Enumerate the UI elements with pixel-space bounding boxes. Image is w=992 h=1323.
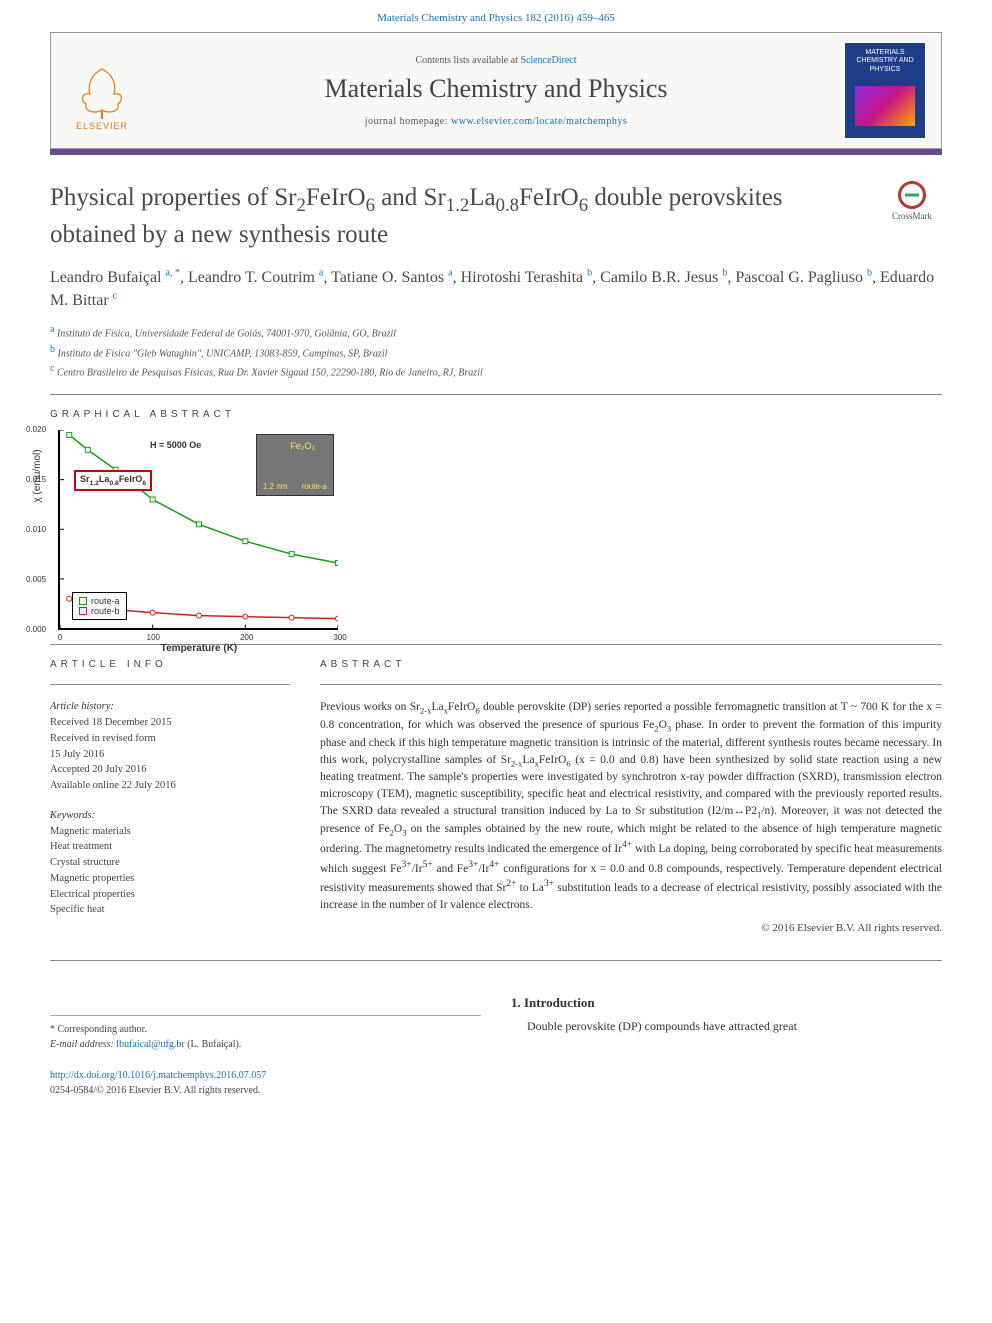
ga-ytick: 0.015 xyxy=(26,475,46,484)
divider xyxy=(50,684,290,685)
doi-link[interactable]: http://dx.doi.org/10.1016/j.matchemphys.… xyxy=(50,1070,266,1081)
divider xyxy=(50,394,942,395)
ga-chart: χ (emu/mol) Temperature (K) H = 5000 Oe … xyxy=(58,430,338,630)
divider xyxy=(320,684,942,685)
publisher-logo-block: ELSEVIER xyxy=(67,51,147,131)
keywords-list: Magnetic materialsHeat treatmentCrystal … xyxy=(50,824,290,919)
article-history: Received 18 December 2015Received in rev… xyxy=(50,715,290,794)
ga-legend: route-aroute-b xyxy=(72,592,127,620)
article-info-label: ARTICLE INFO xyxy=(50,659,290,670)
author-list: Leandro Bufaiçal a, *, Leandro T. Coutri… xyxy=(50,266,942,312)
article-title: Physical properties of Sr2FeIrO6 and Sr1… xyxy=(50,181,862,252)
crossmark-badge[interactable]: CrossMark xyxy=(882,181,942,221)
ga-xtick: 100 xyxy=(147,633,160,642)
ga-compound-label: Sr1.2La0.8FeIrO6 xyxy=(74,470,152,491)
corresp-email-link[interactable]: lbufaical@ufg.br xyxy=(116,1039,184,1050)
ga-tem-label: Fe₂O₃ xyxy=(290,441,315,451)
ga-tem-inset: Fe₂O₃ 1.2 nm route-a xyxy=(256,434,334,496)
corresp-label: * Corresponding author. xyxy=(50,1022,481,1037)
article-info-block: Article history: Received 18 December 20… xyxy=(50,699,290,918)
abstract-label: ABSTRACT xyxy=(320,659,942,670)
contents-available-line: Contents lists available at ScienceDirec… xyxy=(147,55,845,66)
ga-xtick: 200 xyxy=(240,633,253,642)
journal-cover-thumb: MATERIALS CHEMISTRY AND PHYSICS xyxy=(845,43,925,138)
keywords-heading: Keywords: xyxy=(50,808,290,824)
cover-title: MATERIALS CHEMISTRY AND PHYSICS xyxy=(845,49,925,74)
ga-ytick: 0.005 xyxy=(26,575,46,584)
ga-ytick: 0.000 xyxy=(26,625,46,634)
homepage-prefix: journal homepage: xyxy=(365,116,451,127)
email-label: E-mail address: xyxy=(50,1039,116,1050)
abstract-copyright: © 2016 Elsevier B.V. All rights reserved… xyxy=(320,922,942,934)
elsevier-logo: ELSEVIER xyxy=(67,51,137,131)
ga-ytick: 0.010 xyxy=(26,525,46,534)
ga-tem-route: route-a xyxy=(302,482,327,491)
journal-homepage-link[interactable]: www.elsevier.com/locate/matchemphys xyxy=(451,116,627,127)
sciencedirect-link[interactable]: ScienceDirect xyxy=(520,55,576,66)
ga-xtick: 0 xyxy=(58,633,62,642)
journal-name: Materials Chemistry and Physics xyxy=(147,74,845,104)
ga-tem-scale: 1.2 nm xyxy=(263,482,287,491)
affiliation-list: a Instituto de Física, Universidade Fede… xyxy=(50,322,942,380)
email-suffix: (L. Bufaiçal). xyxy=(185,1039,242,1050)
journal-masthead: ELSEVIER Contents lists available at Sci… xyxy=(50,32,942,149)
publisher-name: ELSEVIER xyxy=(76,121,128,131)
abstract-text: Previous works on Sr2-xLaxFeIrO6 double … xyxy=(320,699,942,913)
page-citation: Materials Chemistry and Physics 182 (201… xyxy=(0,0,992,32)
crossmark-label: CrossMark xyxy=(892,211,932,221)
ga-ytick: 0.020 xyxy=(26,425,46,434)
introduction-heading: 1. Introduction xyxy=(511,995,942,1011)
ga-xtick: 300 xyxy=(333,633,346,642)
issn-copyright: 0254-0584/© 2016 Elsevier B.V. All right… xyxy=(50,1085,260,1096)
divider xyxy=(50,960,942,961)
ga-field-annotation: H = 5000 Oe xyxy=(150,440,201,450)
doi-block: http://dx.doi.org/10.1016/j.matchemphys.… xyxy=(50,1068,481,1098)
contents-prefix: Contents lists available at xyxy=(415,55,520,66)
corresponding-author-footnote: * Corresponding author. E-mail address: … xyxy=(50,1015,481,1052)
graphical-abstract-label: GRAPHICAL ABSTRACT xyxy=(50,409,942,420)
ga-x-axis-label: Temperature (K) xyxy=(161,643,238,654)
crossmark-icon xyxy=(898,181,926,209)
article-history-heading: Article history: xyxy=(50,699,290,715)
graphical-abstract: χ (emu/mol) Temperature (K) H = 5000 Oe … xyxy=(50,430,942,630)
journal-homepage-line: journal homepage: www.elsevier.com/locat… xyxy=(147,116,845,127)
cover-art xyxy=(855,86,915,126)
introduction-text: Double perovskite (DP) compounds have at… xyxy=(511,1019,942,1034)
elsevier-tree-icon xyxy=(72,64,132,119)
